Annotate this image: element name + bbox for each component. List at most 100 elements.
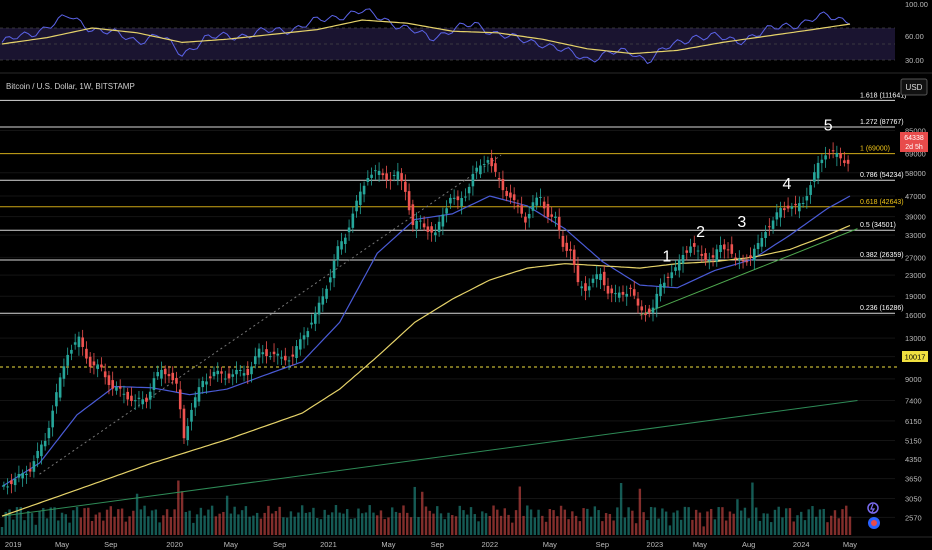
volume-bar: [68, 522, 71, 535]
candle-body: [107, 375, 111, 385]
candle-body: [764, 231, 767, 239]
trendline: [1, 399, 858, 517]
candle-body: [591, 278, 595, 283]
candle-body: [809, 185, 812, 195]
time-axis[interactable]: 2019 May Sep 2020 May Sep 2021 May Sep 2022 May Sep…: [0, 536, 932, 549]
svg-text:USD: USD: [906, 83, 923, 92]
candle-body: [449, 197, 452, 204]
volume-bar: [132, 510, 135, 535]
lightning-icon[interactable]: [867, 502, 879, 514]
candle-body: [629, 287, 632, 289]
candle-body: [655, 293, 659, 309]
candle-body: [542, 201, 546, 209]
svg-text:10017: 10017: [905, 353, 926, 362]
volume-bar: [541, 515, 544, 535]
volume-bar: [447, 512, 450, 535]
candle-body: [467, 186, 471, 194]
candle-body: [70, 349, 73, 354]
price-axis-label: 16000: [905, 311, 926, 320]
price-axis-label: 5150: [905, 437, 922, 446]
volume-bar: [492, 505, 495, 535]
candle-body: [96, 364, 99, 370]
volume-bar: [147, 516, 150, 535]
candle-body: [651, 307, 655, 313]
candle-body: [160, 369, 163, 379]
volume-bar: [811, 506, 814, 535]
candle-body: [340, 241, 343, 250]
volume-bar: [822, 508, 825, 535]
volume-bar: [383, 519, 386, 535]
candle-body: [118, 386, 122, 389]
candle-body: [550, 214, 553, 217]
time-axis-label: 2024: [793, 540, 810, 549]
volume-bar: [563, 509, 567, 535]
price-axis-label: 39000: [905, 213, 926, 222]
volume-bar: [34, 524, 37, 535]
volume-bar: [800, 511, 803, 535]
volume-bar: [139, 509, 143, 535]
wave-labels: 1 2 3 4 5: [662, 118, 832, 266]
volume-bar: [612, 520, 615, 535]
candle-body: [268, 356, 272, 358]
candle-body: [407, 191, 411, 211]
tradingview-logo-icon[interactable]: [868, 517, 880, 529]
candle-body: [415, 220, 418, 229]
volume-bar: [255, 512, 259, 535]
volume-bar: [638, 488, 642, 535]
candle-body: [359, 191, 362, 205]
candle-body: [659, 284, 662, 297]
candle-body: [66, 354, 69, 366]
candle-body: [610, 288, 614, 294]
volume-bar: [391, 507, 394, 535]
volume-bar: [552, 510, 555, 535]
volume-bar: [634, 523, 638, 535]
candle-body: [302, 335, 306, 340]
volume-bar: [702, 526, 705, 535]
candle-body: [193, 397, 197, 408]
volume-bar: [315, 518, 319, 535]
volume-bar: [732, 513, 735, 535]
candle-body: [122, 393, 126, 395]
volume-bar: [270, 513, 274, 535]
candle-body: [794, 203, 797, 206]
price-axis[interactable]: 85000 69000 58000 47000 39000 33000 27000 23000…: [905, 127, 926, 523]
rsi-pane[interactable]: 100.00 60.00 30.00: [0, 0, 932, 74]
candle-body: [306, 331, 310, 338]
candle-body: [145, 397, 148, 402]
volume-bar: [668, 525, 672, 535]
volume-bar: [102, 520, 105, 535]
candle-body: [130, 395, 133, 401]
volume-bar: [210, 505, 214, 535]
candle-body: [231, 374, 235, 377]
candle-body: [437, 221, 441, 233]
candle-body: [576, 265, 580, 283]
candle-body: [674, 267, 677, 271]
fib-label: 1 (69000): [860, 146, 890, 153]
volume-bar: [619, 482, 623, 535]
volume-bar: [616, 507, 619, 535]
volume-bar: [526, 505, 529, 535]
candle-body: [775, 212, 779, 220]
volume-bar: [743, 507, 747, 535]
volume-bar: [289, 511, 293, 535]
candle-body: [801, 202, 805, 204]
volume-bar: [796, 515, 799, 535]
volume-bar: [728, 511, 732, 535]
volume-bar: [23, 520, 26, 535]
candles[interactable]: [2, 142, 850, 495]
currency-button[interactable]: USD: [900, 78, 928, 96]
candle-body: [505, 190, 508, 196]
volume-bar: [721, 507, 724, 535]
trendline: [639, 228, 858, 316]
candle-body: [426, 226, 430, 232]
volume-bar: [481, 511, 484, 535]
volume-bar: [188, 510, 191, 535]
candle-body: [640, 306, 644, 311]
volume-bar: [417, 517, 420, 535]
volume-bar: [64, 514, 67, 535]
candle-body: [734, 257, 737, 259]
time-axis-label: May: [55, 540, 69, 549]
volume-bar: [267, 505, 270, 535]
volume-bar: [739, 510, 743, 535]
